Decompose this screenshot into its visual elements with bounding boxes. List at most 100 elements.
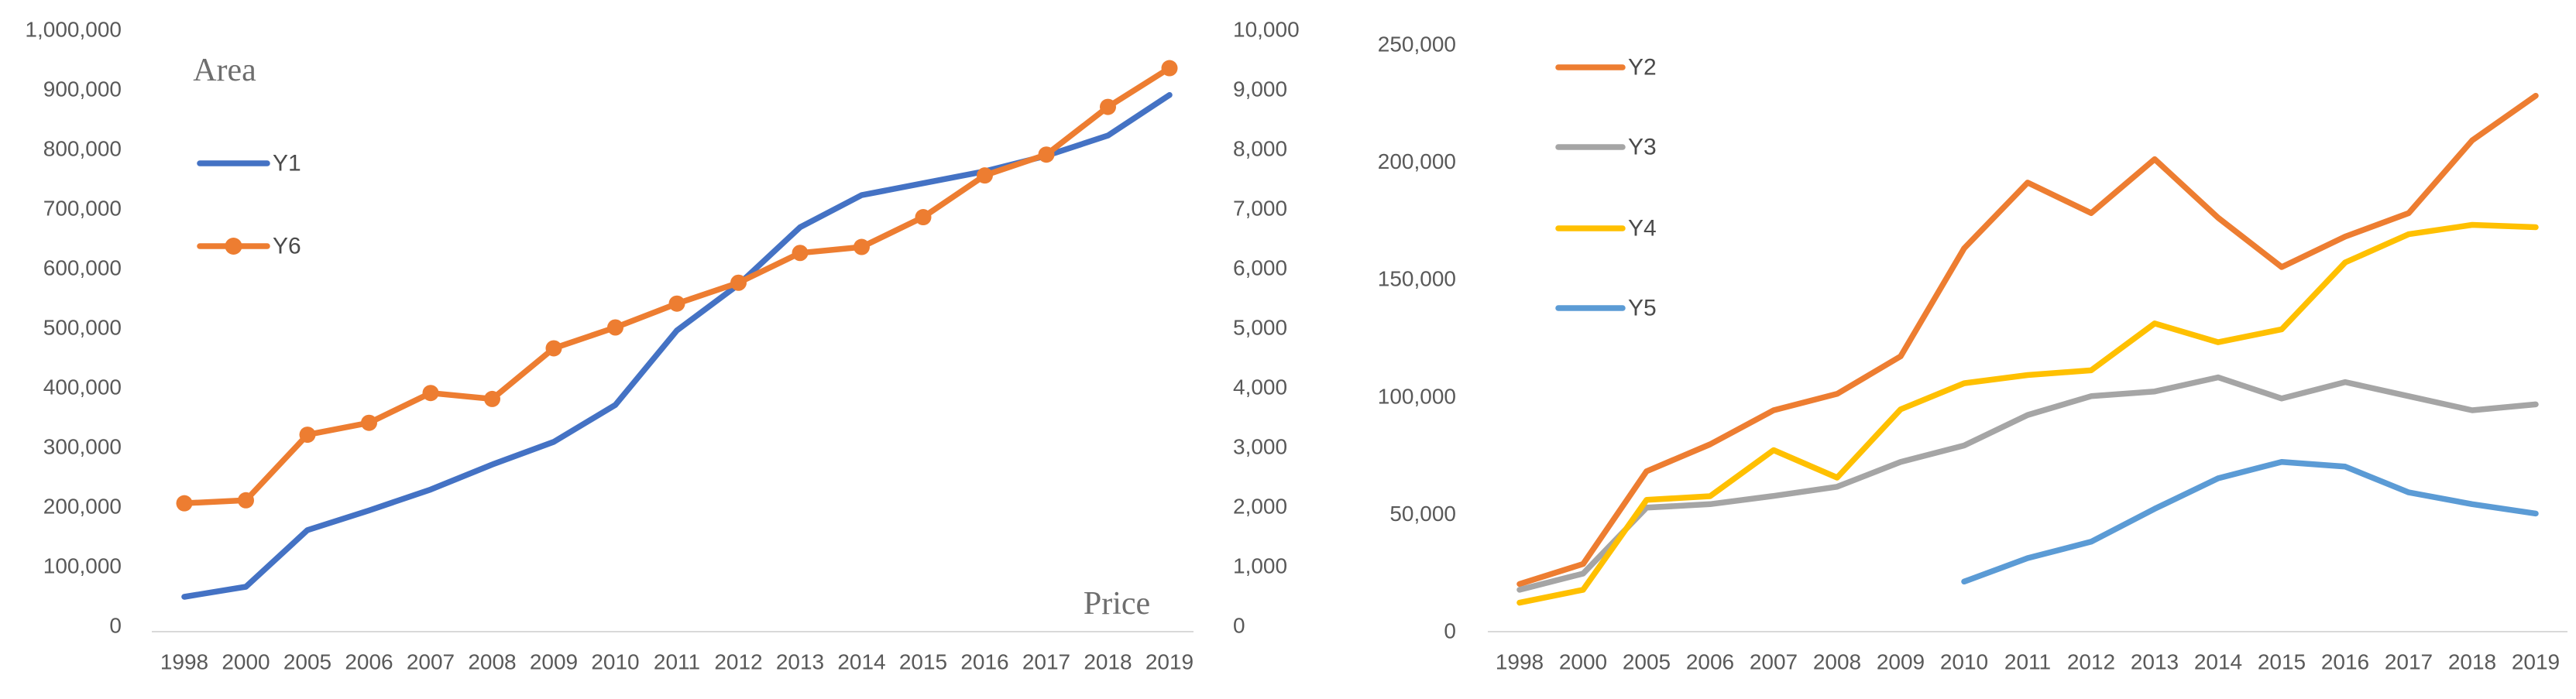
area-price-chart-x-tick-label: 2005 <box>283 650 331 674</box>
area-price-chart-x-tick-label: 1998 <box>160 650 208 674</box>
multi-line-chart-x-tick-label: 2018 <box>2448 650 2496 674</box>
area-price-chart-left-y-tick-label: 200,000 <box>43 495 122 519</box>
area-price-chart-left-y-tick-label: 1,000,000 <box>25 18 122 42</box>
area-price-chart-right-y-tick-label: 9,000 <box>1233 77 1287 101</box>
multi-line-chart-x-tick-label: 2006 <box>1686 650 1734 674</box>
multi-line-chart-x-tick-label: 2013 <box>2131 650 2179 674</box>
area-price-chart-right-y-tick-label: 8,000 <box>1233 137 1287 161</box>
legend-label-Y5: Y5 <box>1628 296 1657 321</box>
series-Y6-marker <box>854 238 870 255</box>
multi-line-chart-x-tick-label: 2017 <box>2385 650 2433 674</box>
series-Y6-marker <box>730 274 747 291</box>
multi-line-chart-x-tick-label: 2000 <box>1559 650 1607 674</box>
area-price-chart-x-tick-label: 2017 <box>1022 650 1070 674</box>
series-Y4-line <box>1516 221 2539 606</box>
series-Y2-line <box>1516 92 2539 588</box>
area-price-chart-x-tick-label: 2010 <box>591 650 639 674</box>
legend-item-Y3: Y3 <box>1555 135 1657 160</box>
area-price-chart-x-tick-label: 2013 <box>776 650 824 674</box>
multi-line-chart-x-tick-label: 2008 <box>1813 650 1861 674</box>
multi-line-chart-x-tick-label: 2011 <box>2004 650 2051 674</box>
left-axis-title-area: Area <box>193 53 256 88</box>
area-price-chart-left-y-tick-label: 800,000 <box>43 137 122 161</box>
area-price-chart-left-y-tick-label: 600,000 <box>43 256 122 280</box>
area-price-chart-x-tick-label: 2012 <box>714 650 762 674</box>
area-price-chart-right-y-tick-label: 6,000 <box>1233 256 1287 280</box>
multi-line-chart-x-tick-label: 1998 <box>1496 650 1544 674</box>
area-price-chart-right-y-tick-label: 0 <box>1233 614 1245 638</box>
area-price-chart-x-tick-label: 2019 <box>1145 650 1194 674</box>
series-Y6-marker <box>238 492 254 509</box>
area-price-chart-right-y-tick-label: 5,000 <box>1233 316 1287 340</box>
series-Y6-line <box>181 65 1173 506</box>
area-price-chart-x-tick-label: 2015 <box>899 650 947 674</box>
legend-swatch-circle-Y6 <box>225 238 242 255</box>
multi-line-chart-left-y-tick-label: 250,000 <box>1378 33 1456 57</box>
multi-line-chart-left-y-tick-label: 0 <box>1444 619 1456 643</box>
legend-label-Y2: Y2 <box>1628 55 1657 81</box>
area-price-chart-x-tick-label: 2014 <box>837 650 885 674</box>
multi-line-chart-x-tick-label: 2007 <box>1750 650 1798 674</box>
area-price-chart-x-tick-label: 2009 <box>530 650 578 674</box>
multi-line-chart: 250,000 200,000 150,000 100,000 50,000 0 1998 2… <box>1378 33 2567 674</box>
area-price-chart-x-tick-label: 2016 <box>960 650 1008 674</box>
multi-line-chart-left-y-tick-label: 50,000 <box>1389 502 1456 526</box>
area-price-chart-left-y-tick-label: 500,000 <box>43 316 122 340</box>
series-Y6-marker <box>176 495 193 512</box>
multi-line-chart-x-tick-label: 2009 <box>1877 650 1925 674</box>
area-price-chart-left-y-tick-label: 300,000 <box>43 435 122 459</box>
series-Y6-marker <box>361 414 377 431</box>
series-Y1-line <box>181 91 1173 600</box>
multi-line-chart-x-tick-label: 2012 <box>2067 650 2115 674</box>
area-price-chart-left-y-tick-label: 700,000 <box>43 197 122 221</box>
series-Y6-marker <box>545 340 562 357</box>
right-axis-title-price: Price <box>1084 586 1150 622</box>
series-Y6-marker <box>1100 98 1116 115</box>
series-Y6-marker <box>1038 146 1055 163</box>
area-price-chart-right-y-tick-label: 4,000 <box>1233 375 1287 399</box>
series-Y5-line <box>1961 458 2539 585</box>
area-price-chart-left-y-tick-label: 900,000 <box>43 77 122 101</box>
legend-item-Y1: Y1 <box>197 151 301 176</box>
multi-line-chart-x-tick-label: 2010 <box>1940 650 1988 674</box>
area-price-chart-right-y-tick-label: 2,000 <box>1233 495 1287 519</box>
series-Y6-marker <box>607 319 623 336</box>
area-price-chart-x-tick-label: 2000 <box>222 650 270 674</box>
legend-label-Y6: Y6 <box>273 234 301 259</box>
legend-label-Y4: Y4 <box>1628 216 1657 242</box>
multi-line-chart-x-tick-label: 2016 <box>2321 650 2369 674</box>
area-price-chart-right-y-tick-label: 3,000 <box>1233 435 1287 459</box>
multi-line-chart-left-y-tick-label: 150,000 <box>1378 267 1456 291</box>
legend-item-Y2: Y2 <box>1555 55 1657 81</box>
series-Y3-line <box>1516 374 2539 593</box>
series-Y6-marker <box>1161 60 1178 77</box>
series-Y6-marker <box>668 295 685 312</box>
multi-line-chart-x-tick-label: 2019 <box>2512 650 2560 674</box>
area-price-chart-left-y-tick-label: 400,000 <box>43 375 122 399</box>
series-Y6-marker <box>299 427 316 444</box>
area-price-chart-right-y-tick-label: 7,000 <box>1233 197 1287 221</box>
area-price-chart-right-y-tick-label: 1,000 <box>1233 554 1287 578</box>
area-price-chart-x-tick-label: 2011 <box>654 650 700 674</box>
series-Y6-marker <box>422 385 439 402</box>
multi-line-chart-left-y-tick-label: 100,000 <box>1378 384 1456 408</box>
multi-line-chart-x-tick-label: 2005 <box>1623 650 1671 674</box>
series-Y6-marker <box>484 390 500 407</box>
area-price-chart-left-y-tick-label: 0 <box>109 614 122 638</box>
legend-label-Y3: Y3 <box>1628 135 1657 160</box>
area-price-chart-x-tick-label: 2018 <box>1084 650 1132 674</box>
legend-item-Y6: Y6 <box>197 234 301 259</box>
area-price-chart-x-tick-label: 2006 <box>345 650 393 674</box>
area-price-chart: 1,000,000 900,000 800,000 700,000 600,000 500… <box>25 18 1299 674</box>
multi-line-chart-x-tick-label: 2014 <box>2194 650 2242 674</box>
series-Y6-marker <box>915 209 932 226</box>
multi-line-chart-x-tick-label: 2015 <box>2258 650 2306 674</box>
area-price-chart-x-tick-label: 2008 <box>468 650 516 674</box>
series-Y6-marker <box>792 245 809 262</box>
area-price-chart-left-y-tick-label: 100,000 <box>43 554 122 578</box>
area-price-chart-right-y-tick-label: 10,000 <box>1233 18 1300 42</box>
legend-label-Y1: Y1 <box>273 151 301 176</box>
legend-item-Y4: Y4 <box>1555 216 1657 242</box>
